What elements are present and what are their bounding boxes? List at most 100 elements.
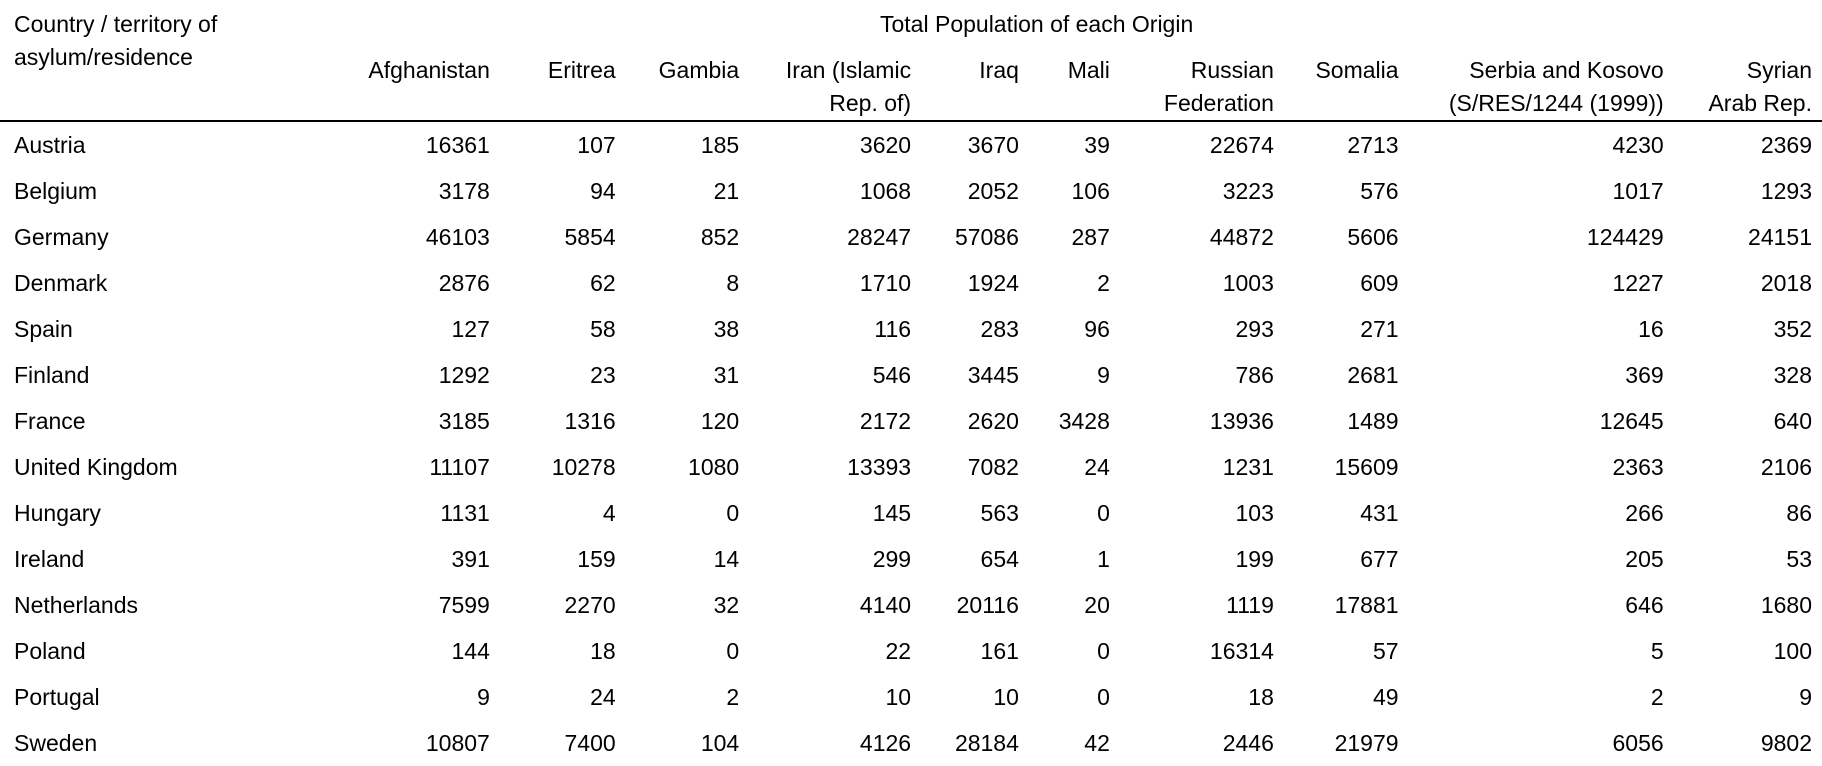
value-cell: 116 [874, 316, 912, 342]
country-cell: Spain [14, 316, 73, 342]
value-cell: 20 [1084, 592, 1110, 618]
value-cell: 1227 [1612, 270, 1664, 296]
column-header-eritrea: Eritrea [499, 54, 626, 122]
value-cell: 576 [1360, 178, 1399, 204]
value-cell: 1131 [440, 500, 490, 526]
value-cell: 106 [1071, 178, 1110, 204]
column-header-iran: Iran (Islamic Rep. of) [749, 54, 922, 122]
value-cell: 1 [1097, 546, 1110, 572]
value-cell: 1003 [1222, 270, 1274, 296]
value-cell: 1068 [859, 178, 912, 204]
value-cell: 677 [1360, 546, 1399, 572]
value-cell: 28184 [954, 730, 1019, 756]
value-cell: 4126 [859, 730, 912, 756]
value-cell: 1489 [1347, 408, 1399, 434]
value-cell: 563 [980, 500, 1019, 526]
value-cell: 1231 [1222, 454, 1274, 480]
value-cell: 2106 [1760, 454, 1812, 480]
value-cell: 266 [1625, 500, 1664, 526]
value-cell: 16361 [425, 132, 490, 158]
value-cell: 2446 [1222, 730, 1274, 756]
value-cell: 0 [1097, 684, 1110, 710]
value-cell: 161 [980, 638, 1019, 664]
value-cell: 2 [1097, 270, 1110, 296]
value-cell: 1924 [967, 270, 1019, 296]
value-cell: 852 [700, 224, 740, 250]
column-header-gambia: Gambia [625, 54, 750, 122]
value-cell: 352 [1773, 316, 1812, 342]
value-cell: 1292 [438, 362, 490, 388]
value-cell: 21979 [1334, 730, 1399, 756]
value-cell: 2052 [967, 178, 1019, 204]
value-cell: 287 [1071, 224, 1110, 250]
country-cell: France [14, 408, 86, 434]
value-cell: 57 [1372, 638, 1399, 664]
value-cell: 0 [726, 638, 740, 664]
value-cell: 2172 [859, 408, 912, 434]
column-header-spacer [0, 54, 337, 122]
value-cell: 4140 [859, 592, 912, 618]
country-cell: Denmark [14, 270, 108, 296]
value-cell: 4 [602, 500, 616, 526]
value-cell: 0 [726, 500, 740, 526]
value-cell: 2713 [1347, 132, 1399, 158]
value-cell: 17881 [1334, 592, 1399, 618]
value-cell: 5606 [1347, 224, 1399, 250]
value-cell: 107 [577, 132, 616, 158]
value-cell: 46103 [425, 224, 490, 250]
value-cell: 20116 [956, 592, 1019, 618]
value-cell: 144 [451, 638, 490, 664]
value-cell: 2620 [967, 408, 1019, 434]
table-row: Poland 144 18 0 22 161 0 16314 57 5 100 [0, 628, 1822, 674]
value-cell: 369 [1625, 362, 1664, 388]
value-cell: 9 [477, 684, 490, 710]
value-cell: 3670 [967, 132, 1019, 158]
value-cell: 10 [993, 684, 1019, 710]
value-cell: 7082 [967, 454, 1019, 480]
value-cell: 42 [1084, 730, 1110, 756]
value-cell: 9802 [1760, 730, 1812, 756]
value-cell: 0 [1097, 500, 1110, 526]
value-cell: 205 [1625, 546, 1664, 572]
value-cell: 104 [700, 730, 740, 756]
value-cell: 38 [713, 316, 740, 342]
value-cell: 185 [700, 132, 740, 158]
value-cell: 1316 [564, 408, 616, 434]
table-row: Belgium 3178 94 21 1068 2052 106 3223 576 1017 129… [0, 168, 1822, 214]
value-cell: 24 [1084, 454, 1110, 480]
value-cell: 3185 [438, 408, 490, 434]
value-cell: 6056 [1612, 730, 1664, 756]
value-cell: 271 [1360, 316, 1399, 342]
value-cell: 431 [1360, 500, 1399, 526]
value-cell: 5 [1650, 638, 1664, 664]
country-cell: Portugal [14, 684, 100, 710]
value-cell: 120 [700, 408, 740, 434]
value-cell: 9 [1097, 362, 1110, 388]
column-header-somalia: Somalia [1283, 54, 1409, 122]
country-cell: Sweden [14, 730, 98, 756]
value-cell: 1119 [1226, 592, 1274, 618]
value-cell: 24 [590, 684, 616, 710]
table-row: Ireland 391 159 14 299 654 1 199 677 205 53 [0, 536, 1822, 582]
value-cell: 15609 [1334, 454, 1399, 480]
value-cell: 13393 [847, 454, 912, 480]
value-cell: 3428 [1058, 408, 1110, 434]
country-cell: Germany [14, 224, 109, 250]
value-cell: 9 [1799, 684, 1812, 710]
value-cell: 3620 [859, 132, 912, 158]
table-body: Austria 16361 107 185 3620 3670 39 22674 2713 423… [0, 121, 1822, 766]
value-cell: 3445 [967, 362, 1019, 388]
value-cell: 100 [1773, 638, 1812, 664]
table-row: Sweden 10807 7400 104 4126 28184 42 2446 21979 60… [0, 720, 1822, 766]
value-cell: 124429 [1586, 224, 1664, 250]
value-cell: 640 [1773, 408, 1812, 434]
value-cell: 0 [1097, 638, 1110, 664]
value-cell: 2270 [564, 592, 616, 618]
value-cell: 4230 [1612, 132, 1664, 158]
value-cell: 2018 [1760, 270, 1812, 296]
value-cell: 18 [590, 638, 616, 664]
population-table: Afghanistan Eritrea Gambia Iran (Islamic… [0, 54, 1822, 766]
column-header-iraq: Iraq [921, 54, 1029, 122]
column-header-serbia-kosovo: Serbia and Kosovo (S/RES/1244 (1999)) [1408, 54, 1674, 122]
